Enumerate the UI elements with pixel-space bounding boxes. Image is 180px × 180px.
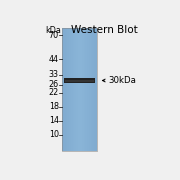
Bar	[77, 28, 78, 151]
Bar	[64, 78, 95, 83]
Text: 10: 10	[49, 130, 59, 139]
Text: 33: 33	[49, 70, 59, 79]
Bar	[84, 28, 85, 151]
Bar	[68, 28, 69, 151]
Bar	[62, 28, 97, 151]
Text: 18: 18	[49, 102, 59, 111]
Text: 14: 14	[49, 116, 59, 125]
Bar	[65, 28, 66, 151]
Bar	[83, 28, 84, 151]
Bar	[91, 28, 92, 151]
Bar	[95, 28, 96, 151]
Bar	[63, 28, 64, 151]
Bar	[79, 28, 80, 151]
Bar	[86, 28, 87, 151]
Bar	[66, 28, 67, 151]
Text: kDa: kDa	[45, 26, 61, 35]
Text: 44: 44	[49, 55, 59, 64]
Bar	[73, 28, 74, 151]
Bar	[64, 28, 65, 151]
Bar	[93, 28, 94, 151]
Bar	[67, 28, 68, 151]
Bar	[88, 28, 89, 151]
Bar	[85, 28, 86, 151]
Bar	[89, 28, 90, 151]
Bar	[92, 28, 93, 151]
Text: 70: 70	[49, 31, 59, 40]
Bar	[81, 28, 82, 151]
Bar	[82, 28, 83, 151]
Bar	[75, 28, 76, 151]
Bar	[87, 28, 88, 151]
Text: 30kDa: 30kDa	[108, 76, 136, 85]
Bar	[74, 28, 75, 151]
Bar	[76, 28, 77, 151]
Text: 26: 26	[49, 80, 59, 89]
Bar	[62, 28, 63, 151]
Bar	[69, 28, 70, 151]
Bar	[94, 28, 95, 151]
Bar	[96, 28, 97, 151]
Bar	[66, 80, 94, 82]
Bar	[72, 28, 73, 151]
Bar	[71, 28, 72, 151]
Bar	[70, 28, 71, 151]
Bar	[80, 28, 81, 151]
Text: Western Blot: Western Blot	[71, 25, 138, 35]
Text: 22: 22	[49, 89, 59, 98]
Bar	[78, 28, 79, 151]
Bar	[90, 28, 91, 151]
